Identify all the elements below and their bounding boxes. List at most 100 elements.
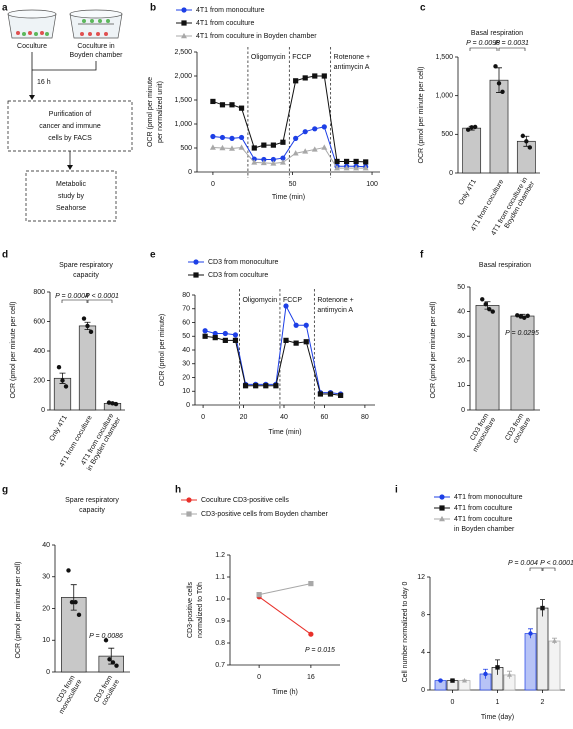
y-axis-label: OCR (pmol per minute per cell): [418, 67, 425, 164]
marker: [181, 32, 187, 39]
y-tick-label: 1,000: [435, 93, 453, 100]
step-text: Seahorse: [56, 205, 86, 212]
marker: [229, 102, 235, 108]
y-tick-label: 10: [457, 382, 465, 389]
dish-label: Boyden chamber: [70, 52, 124, 59]
series-line: [205, 335, 341, 396]
marker: [439, 494, 445, 500]
x-tick-label: 2: [541, 699, 545, 706]
panel-label: i: [395, 485, 398, 496]
data-point: [60, 378, 65, 383]
data-point: [518, 314, 523, 319]
y-tick-label: 20: [42, 605, 50, 612]
chart-title: capacity: [73, 272, 99, 279]
marker: [273, 383, 279, 389]
y-tick-label: 1.1: [215, 574, 225, 581]
arrow: [31, 52, 97, 98]
y-axis-label: OCR (pmol per minute per cell): [15, 562, 22, 659]
y-axis-label: Cell number normalized to day 0: [402, 582, 409, 683]
data-point: [114, 663, 119, 668]
y-tick-label: 2,000: [174, 73, 192, 80]
bar: [475, 305, 500, 411]
marker: [212, 335, 218, 341]
y-tick-label: 30: [42, 574, 50, 581]
marker: [219, 144, 226, 151]
marker: [280, 139, 286, 145]
data-point: [85, 323, 90, 329]
y-tick-label: 0: [449, 170, 453, 177]
y-tick-label: 0: [421, 687, 425, 694]
y-tick-label: 800: [33, 289, 45, 296]
x-tick-label: 20: [240, 414, 248, 421]
y-tick-label: 1,500: [435, 54, 453, 61]
y-tick-label: 400: [33, 348, 45, 355]
marker: [302, 129, 308, 135]
significance-bracket: [498, 47, 526, 51]
marker: [212, 330, 218, 337]
annotation: P = 0.0098: [466, 40, 500, 47]
marker: [202, 333, 208, 339]
arrow-head: [29, 95, 35, 100]
marker: [202, 328, 208, 334]
step-text: study by: [58, 193, 85, 200]
marker: [483, 671, 488, 677]
annotation: P < 0.0001: [540, 560, 573, 567]
marker: [311, 146, 318, 152]
x-tick-label: 0: [211, 181, 215, 188]
y-tick-label: 0.8: [215, 640, 225, 647]
y-tick-label: 10: [182, 388, 190, 395]
x-axis-label: Time (day): [481, 714, 514, 721]
series-line: [259, 583, 311, 596]
x-tick-label: 60: [321, 414, 329, 421]
marker: [253, 383, 259, 389]
data-point: [500, 89, 505, 95]
x-tick-label: 16: [307, 674, 315, 681]
error-bar: [70, 584, 77, 611]
legend-label: 4T1 from monoculture: [196, 7, 265, 14]
data-point: [69, 599, 75, 605]
marker: [238, 134, 245, 141]
marker: [261, 156, 267, 163]
data-point: [472, 124, 478, 130]
marker: [540, 605, 545, 611]
y-axis-label: CD3-positive cells: [187, 581, 194, 638]
marker: [343, 165, 350, 171]
data-point: [465, 127, 471, 132]
data-point: [110, 401, 115, 406]
y-tick-label: 60: [182, 319, 190, 326]
marker: [263, 383, 269, 389]
marker: [232, 332, 239, 338]
marker: [222, 337, 228, 343]
y-tick-label: 1.2: [215, 552, 225, 559]
marker: [317, 391, 323, 397]
data-point: [496, 81, 502, 86]
y-axis-label: OCR (pmol per minute): [159, 314, 166, 386]
marker: [210, 133, 216, 140]
marker: [219, 102, 226, 108]
cells: [16, 31, 49, 36]
marker: [238, 144, 245, 150]
data-point: [493, 64, 498, 69]
y-tick-label: 2,500: [174, 49, 192, 56]
marker: [232, 337, 239, 343]
panel-label: c: [420, 3, 426, 14]
data-point: [469, 125, 474, 130]
x-tick-label: 80: [361, 414, 369, 421]
data-point: [522, 315, 527, 320]
injection-label: Oligomycin: [251, 54, 286, 61]
step-label: 16 h: [37, 79, 51, 86]
marker: [283, 337, 289, 343]
data-point: [107, 657, 112, 662]
annotation: P = 0.0086: [89, 633, 123, 640]
marker: [270, 156, 276, 163]
y-axis-label: OCR (pmol per minute: [147, 77, 154, 147]
marker: [439, 515, 445, 522]
y-tick-label: 30: [182, 361, 190, 368]
series-line: [212, 75, 366, 163]
panel-label: f: [420, 250, 424, 261]
data-point: [113, 401, 119, 407]
marker: [181, 7, 187, 13]
marker: [334, 165, 341, 171]
marker: [528, 631, 533, 636]
y-tick-label: 600: [33, 318, 45, 325]
